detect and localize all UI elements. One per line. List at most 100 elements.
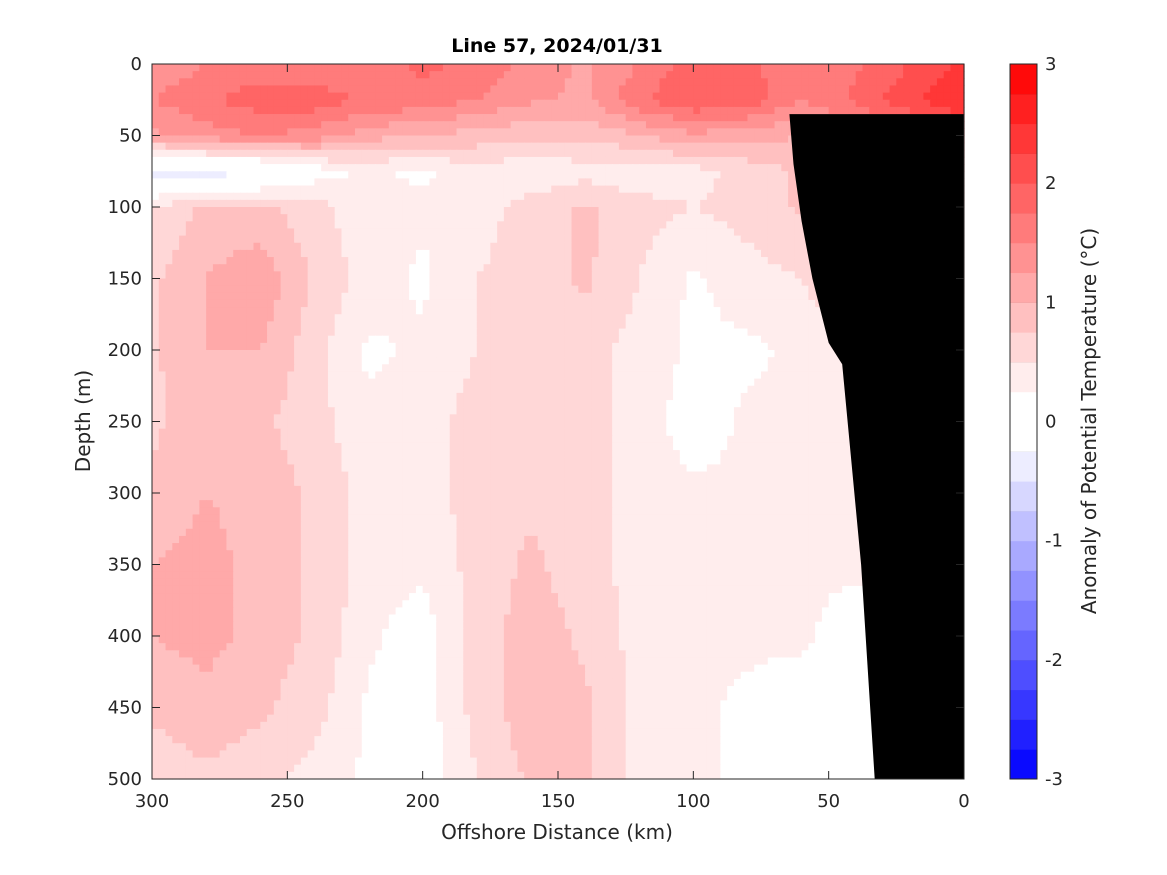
contour-cell — [327, 264, 336, 272]
contour-cell — [788, 264, 796, 272]
contour-cell — [280, 192, 288, 201]
contour-cell — [355, 71, 363, 79]
contour-cell — [564, 85, 573, 94]
contour-cell — [152, 164, 160, 172]
contour-cell — [449, 242, 458, 251]
contour-cell — [341, 335, 349, 344]
contour-cell — [199, 71, 207, 79]
contour-cell — [490, 328, 498, 337]
contour-cell — [591, 199, 600, 208]
contour-cell — [368, 85, 376, 94]
contour-cell — [645, 292, 654, 301]
contour-cell — [321, 192, 329, 201]
contour-cell — [294, 278, 302, 287]
contour-cell — [287, 292, 295, 301]
contour-cell — [179, 78, 187, 87]
contour-cell — [361, 92, 370, 101]
contour-cell — [747, 264, 755, 272]
contour-cell — [862, 78, 870, 87]
contour-cell — [618, 121, 627, 129]
contour-cell — [510, 192, 518, 201]
contour-cell — [774, 314, 782, 322]
contour-cell — [558, 350, 566, 358]
contour-cell — [179, 192, 187, 201]
contour-cell — [801, 242, 809, 251]
contour-cell — [442, 221, 451, 230]
contour-cell — [233, 64, 241, 72]
contour-cell — [720, 92, 728, 101]
contour-cell — [625, 342, 634, 351]
contour-cell — [808, 71, 816, 79]
contour-cell — [781, 171, 789, 179]
contour-cell — [652, 128, 661, 137]
contour-cell — [713, 292, 721, 301]
contour-cell — [273, 78, 282, 87]
contour-cell — [761, 257, 769, 265]
contour-cell — [280, 257, 288, 265]
contour-cell — [246, 78, 255, 87]
contour-cell — [152, 271, 160, 280]
contour-cell — [659, 285, 667, 294]
contour-cell — [449, 114, 458, 122]
contour-cell — [280, 171, 288, 179]
contour-cell — [307, 271, 315, 280]
contour-cell — [314, 164, 322, 172]
contour-cell — [761, 64, 769, 72]
contour-cell — [497, 249, 505, 258]
contour-cell — [510, 106, 518, 115]
contour-cell — [666, 321, 674, 330]
contour-cell — [652, 342, 661, 351]
contour-cell — [375, 321, 383, 330]
contour-cell — [422, 135, 431, 144]
contour-cell — [348, 121, 356, 129]
contour-cell — [517, 307, 525, 315]
contour-cell — [639, 299, 647, 308]
contour-cell — [273, 249, 282, 258]
contour-cell — [212, 321, 221, 330]
contour-cell — [206, 164, 214, 172]
contour-cell — [551, 357, 559, 365]
contour-cell — [936, 71, 945, 79]
contour-cell — [402, 292, 410, 301]
contour-cell — [476, 242, 485, 251]
contour-cell — [415, 178, 424, 187]
contour-cell — [828, 85, 837, 94]
contour-cell — [713, 299, 721, 308]
contour-cell — [659, 99, 667, 108]
contour-cell — [192, 64, 200, 72]
contour-cell — [537, 242, 546, 251]
contour-cell — [233, 342, 241, 351]
contour-cell — [402, 149, 410, 158]
contour-cell — [693, 199, 701, 208]
contour-cell — [618, 264, 627, 272]
contour-cell — [503, 128, 512, 137]
contour-cell — [179, 92, 187, 101]
contour-cell — [456, 335, 464, 344]
contour-cell — [185, 135, 194, 144]
contour-cell — [348, 307, 356, 315]
contour-cell — [172, 185, 180, 194]
contour-cell — [537, 114, 546, 122]
contour-cell — [530, 314, 539, 322]
contour-cell — [429, 264, 437, 272]
contour-cell — [382, 285, 390, 294]
contour-cell — [706, 328, 715, 337]
contour-cell — [510, 257, 518, 265]
contour-cell — [185, 99, 194, 108]
contour-cell — [334, 149, 343, 158]
contour-cell — [158, 142, 167, 151]
contour-cell — [537, 71, 546, 79]
contour-cell — [801, 71, 809, 79]
contour-cell — [733, 71, 742, 79]
contour-cell — [226, 228, 234, 237]
contour-cell — [578, 314, 586, 322]
contour-cell — [267, 328, 275, 337]
contour-cell — [740, 242, 749, 251]
contour-cell — [537, 357, 546, 365]
contour-cell — [483, 335, 491, 344]
contour-cell — [882, 71, 891, 79]
contour-cell — [253, 271, 261, 280]
contour-cell — [219, 342, 228, 351]
contour-cell — [517, 299, 525, 308]
contour-cell — [612, 99, 620, 108]
